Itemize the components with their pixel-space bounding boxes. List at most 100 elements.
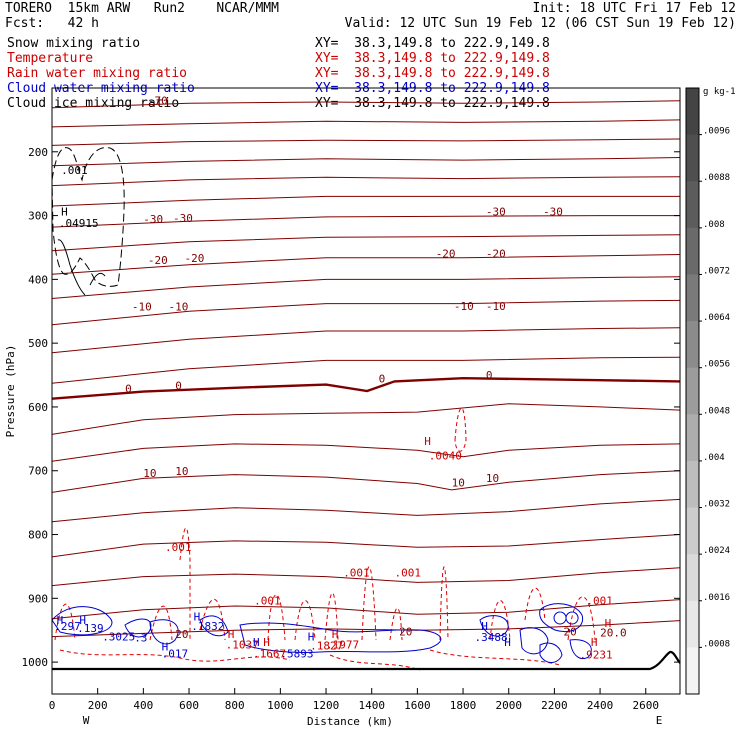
y-tick-label-2: 400 <box>28 273 48 286</box>
snow-label-2: .04915 <box>59 217 99 230</box>
colorbar-label-1: .0088 <box>703 173 730 183</box>
field-name-rain: Rain water mixing ratio <box>7 66 188 81</box>
colorbar-label-6: .0048 <box>703 406 730 416</box>
isotherm-line-16 <box>51 470 681 493</box>
temperature-label-18: 10 <box>175 465 188 478</box>
temperature-label-17: 10 <box>143 467 156 480</box>
y-tick-label-1: 300 <box>28 210 48 223</box>
isotherm-line-21 <box>51 620 681 638</box>
isotherm-line-15 <box>51 443 681 462</box>
colorbar-unit: g kg-1 <box>703 87 736 97</box>
rain-label-15: .9231 <box>580 648 613 661</box>
cloud-water-label-4: .3025 <box>102 630 135 643</box>
rain-label-14: H <box>591 636 598 649</box>
endpoint-west: W <box>83 714 90 727</box>
cloud-water-label-1: .297 <box>54 620 81 633</box>
temperature-label-22: 20 <box>399 625 412 638</box>
x-tick-label-4: 800 <box>225 699 245 712</box>
colorbar-swatch-7 <box>686 414 699 462</box>
x-tick-label-5: 1000 <box>267 699 294 712</box>
x-tick-label-13: 2600 <box>632 699 659 712</box>
rain-label-0: H <box>424 435 431 448</box>
colorbar-swatch-0 <box>686 88 699 136</box>
cloud-water-label-7: .017 <box>162 648 189 661</box>
colorbar-swatch-6 <box>686 367 699 415</box>
rain-label-16: H <box>605 617 612 630</box>
temperature-label-20: 10 <box>486 472 499 485</box>
rain-label-3: .001 <box>343 567 370 580</box>
isotherm-line-1 <box>51 119 681 128</box>
cloud-water-label-0: H <box>57 614 64 627</box>
temperature-label-13: 0 <box>125 382 132 395</box>
x-tick-label-7: 1400 <box>358 699 385 712</box>
colorbar-swatch-12 <box>686 647 699 695</box>
colorbar-label-7: .004 <box>703 453 725 463</box>
x-tick-label-8: 1600 <box>404 699 431 712</box>
isotherm-line-3 <box>51 157 681 167</box>
rain-label-11: H <box>332 628 339 641</box>
isotherm-line-2 <box>51 138 681 146</box>
x-tick-label-6: 1200 <box>313 699 340 712</box>
colorbar-swatch-2 <box>686 181 699 229</box>
temperature-label-5: -20 <box>148 254 168 267</box>
colorbar-label-11: .0008 <box>703 639 730 649</box>
isotherm-line-9 <box>51 276 681 299</box>
header-model: TORERO 15km ARW Run2 NCAR/MMM <box>5 1 279 16</box>
isotherm-line-18 <box>51 534 681 558</box>
x-axis-label: Distance (km) <box>307 715 393 728</box>
isotherm-line-7 <box>51 234 681 252</box>
snow-contours <box>51 147 125 296</box>
x-tick-label-0: 0 <box>49 699 56 712</box>
x-tick-label-3: 600 <box>179 699 199 712</box>
rain-label-13: .1977 <box>326 639 359 652</box>
isotherm-line-5 <box>51 195 680 207</box>
colorbar-swatch-3 <box>686 227 699 275</box>
cloud-water-label-9: .1832 <box>191 620 224 633</box>
field-xy-rain: XY= 38.3,149.8 to 222.9,149.8 <box>315 66 550 81</box>
y-tick-label-6: 800 <box>28 529 48 542</box>
temperature-label-12: -10 <box>486 300 506 313</box>
snow-label-1: H <box>61 206 68 219</box>
x-tick-label-11: 2200 <box>541 699 568 712</box>
cloud-water-label-5: .3 <box>134 632 147 645</box>
temperature-label-9: -10 <box>132 301 152 314</box>
temperature-label-0: -70 <box>148 95 168 108</box>
y-tick-label-5: 700 <box>28 465 48 478</box>
colorbar-swatch-1 <box>686 134 699 182</box>
isotherm-line-8 <box>51 254 681 275</box>
temperature-isotherms <box>51 100 681 638</box>
rain-label-12: .1827 <box>310 639 343 652</box>
temperature-label-4: -30 <box>543 206 563 219</box>
cloud-water-label-10: H <box>253 636 260 649</box>
temperature-label-23: 20 <box>564 625 577 638</box>
temperature-label-6: -20 <box>185 252 205 265</box>
field-name-temperature: Temperature <box>7 51 94 66</box>
colorbar-swatch-8 <box>686 460 699 508</box>
header-init: Init: 18 UTC Fri 17 Feb 12 <box>532 1 737 16</box>
cloud-water-contour <box>51 603 592 663</box>
temperature-label-24: 20.0 <box>600 627 627 640</box>
colorbar-swatch-10 <box>686 554 699 602</box>
y-tick-label-8: 1000 <box>22 656 49 669</box>
colorbar: .0096 .0088 .008 .0072 .0064 .0056 .0048 .004 .0… <box>685 87 730 695</box>
header-valid: Valid: 12 UTC Sun 19 Feb 12 (06 CST Sun … <box>344 16 736 31</box>
temperature-label-7: -20 <box>436 248 456 261</box>
cloud-water-label-12: H <box>308 630 315 643</box>
cloud-water-label-6: H <box>162 641 169 654</box>
colorbar-label-9: .0024 <box>703 546 730 556</box>
colorbar-frame <box>685 87 700 695</box>
y-tick-label-7: 900 <box>28 592 48 605</box>
isotherm-line-12 <box>51 356 681 384</box>
x-tick-label-2: 400 <box>133 699 153 712</box>
field-xy-temperature: XY= 38.3,149.8 to 222.9,149.8 <box>315 51 550 66</box>
field-xy-cloud-ice: XY= 38.3,149.8 to 222.9,149.8 <box>315 96 550 111</box>
temperature-label-8: -20 <box>486 248 506 261</box>
colorbar-label-5: .0056 <box>703 360 730 370</box>
colorbar-label-3: .0072 <box>703 267 730 277</box>
rain-label-4: .001 <box>395 567 422 580</box>
temperature-label-16: 0 <box>486 369 493 382</box>
plot-axes <box>51 87 681 695</box>
temperature-label-1: -30 <box>143 213 163 226</box>
isotherm-line-13 <box>51 376 681 400</box>
rain-contours <box>54 407 596 671</box>
